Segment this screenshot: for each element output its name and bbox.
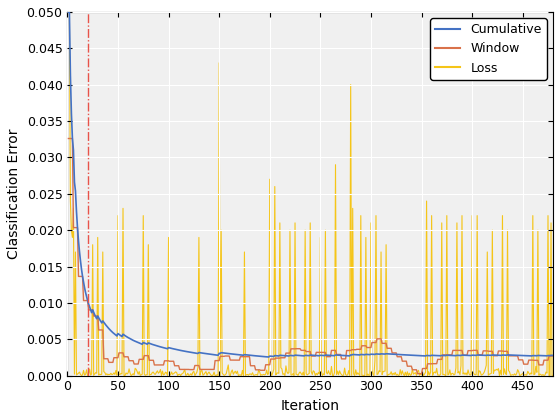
Line: Window: Window — [68, 139, 553, 374]
Line: Cumulative: Cumulative — [68, 12, 553, 357]
Window — [550, 354, 557, 359]
Cumulative — [216, 351, 222, 356]
Loss — [506, 369, 513, 374]
Cumulative — [337, 353, 344, 358]
Loss — [422, 370, 429, 375]
Cumulative — [550, 353, 557, 358]
X-axis label: Iteration: Iteration — [281, 399, 340, 413]
Loss — [120, 373, 127, 378]
Loss — [361, 373, 367, 378]
Window — [414, 371, 421, 376]
Loss — [65, 9, 72, 14]
Window — [336, 352, 343, 357]
Loss — [337, 371, 344, 376]
Loss — [270, 367, 277, 372]
Loss — [217, 373, 223, 378]
Window — [506, 353, 513, 358]
Legend: Cumulative, Window, Loss: Cumulative, Window, Loss — [431, 18, 547, 80]
Cumulative — [422, 353, 429, 358]
Window — [360, 343, 366, 348]
Window — [269, 357, 276, 362]
Window — [216, 358, 222, 363]
Cumulative — [361, 352, 367, 357]
Window — [65, 136, 72, 141]
Window — [422, 366, 429, 371]
Cumulative — [265, 354, 272, 360]
Cumulative — [506, 352, 513, 357]
Line: Loss: Loss — [68, 12, 553, 375]
Cumulative — [65, 9, 72, 14]
Y-axis label: Classification Error: Classification Error — [7, 129, 21, 259]
Loss — [550, 373, 557, 378]
Cumulative — [270, 354, 277, 359]
